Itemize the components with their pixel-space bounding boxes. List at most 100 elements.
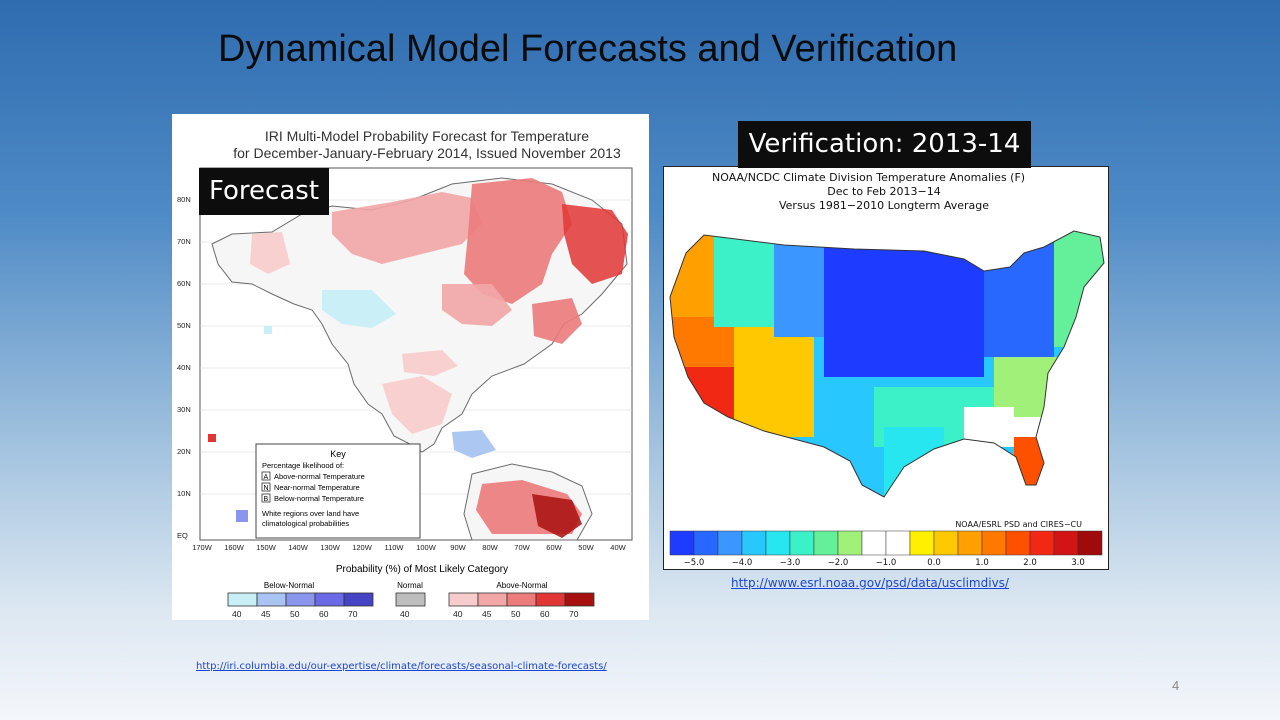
lon-label: 140W — [288, 543, 309, 552]
forecast-label: Forecast — [199, 168, 329, 215]
key-letter-b: B — [264, 496, 269, 503]
colorbar-tick: −2.0 — [828, 558, 849, 568]
slide-title: Dynamical Model Forecasts and Verificati… — [218, 28, 958, 70]
legend-swatch-below — [285, 592, 316, 607]
legend-tick-above: 40 — [453, 609, 463, 619]
lon-label: 120W — [352, 543, 373, 552]
iri-legend-swatches: 40 45 50 60 70 40 40 45 50 60 70 — [227, 592, 595, 619]
colorbar-swatch — [1029, 530, 1055, 556]
iri-link[interactable]: http://iri.columbia.edu/our-expertise/cl… — [196, 661, 607, 672]
colorbar-swatch — [957, 530, 983, 556]
lat-label: 50N — [177, 321, 191, 330]
below-normal-regions — [208, 290, 496, 522]
legend-tick-above: 45 — [482, 609, 492, 619]
colorbar-swatch — [765, 530, 791, 556]
lon-label: 90W — [450, 543, 466, 552]
colorbar-swatch — [981, 530, 1007, 556]
colorbar-tick: −1.0 — [876, 558, 897, 568]
lon-label: 40W — [610, 543, 626, 552]
colorbar-swatch — [813, 530, 839, 556]
colorbar-swatch — [1077, 530, 1103, 556]
legend-below-label: Below-Normal — [264, 581, 314, 590]
colorbar-swatch — [933, 530, 959, 556]
lat-label: EQ — [177, 531, 188, 540]
esrl-link[interactable]: http://www.esrl.noaa.gov/psd/data/usclim… — [731, 576, 1009, 590]
colorbar-swatch — [1053, 530, 1079, 556]
legend-swatch-below — [314, 592, 345, 607]
legend-swatch-below — [227, 592, 258, 607]
colorbar-swatch — [885, 530, 911, 556]
colorbar-tick: 1.0 — [975, 558, 989, 568]
iri-key-box: Key Percentage likelihood of: A Above-no… — [255, 443, 421, 539]
iri-map-graphic: IRI Multi-Model Probability Forecast for… — [177, 128, 633, 619]
lon-label: 160W — [224, 543, 245, 552]
anomaly-shading — [670, 231, 1104, 497]
noaa-title-line3: Versus 1981−2010 Longterm Average — [779, 199, 989, 212]
lon-label: 150W — [256, 543, 277, 552]
legend-tick-below: 60 — [319, 609, 329, 619]
lon-label: 70W — [514, 543, 530, 552]
key-letter-a: A — [264, 474, 269, 481]
lat-label: 20N — [177, 447, 191, 456]
legend-swatch-above — [535, 592, 566, 607]
colorbar-swatch — [789, 530, 815, 556]
lon-label: 60W — [546, 543, 562, 552]
iri-forecast-map: IRI Multi-Model Probability Forecast for… — [172, 114, 649, 620]
key-note-line2: climatological probabilities — [262, 519, 349, 528]
legend-swatch-above — [448, 592, 479, 607]
legend-tick-below: 50 — [290, 609, 300, 619]
colorbar-swatch — [909, 530, 935, 556]
lat-label: 40N — [177, 363, 191, 372]
colorbar-tick: −4.0 — [732, 558, 753, 568]
legend-swatch-normal — [395, 592, 426, 607]
lat-label: 30N — [177, 405, 191, 414]
conus-outline — [669, 230, 1105, 498]
above-normal-regions — [250, 178, 628, 538]
legend-swatch-below — [256, 592, 287, 607]
key-subtitle: Percentage likelihood of: — [262, 461, 344, 470]
legend-tick-below: 70 — [348, 609, 358, 619]
key-item-below: Below-normal Temperature — [274, 494, 364, 503]
legend-swatch-above — [477, 592, 508, 607]
lon-label: 110W — [384, 543, 404, 552]
key-title: Key — [330, 449, 346, 459]
iri-title-line1: IRI Multi-Model Probability Forecast for… — [265, 128, 589, 144]
lat-label: 10N — [177, 489, 191, 498]
key-note-line1: White regions over land have — [262, 509, 359, 518]
legend-tick-normal: 40 — [400, 609, 410, 619]
legend-tick-below: 40 — [232, 609, 242, 619]
legend-tick-below: 45 — [261, 609, 271, 619]
lon-label: 130W — [320, 543, 341, 552]
legend-tick-above: 50 — [511, 609, 521, 619]
colorbar-swatch — [861, 530, 887, 556]
noaa-title-line1: NOAA/NCDC Climate Division Temperature A… — [712, 171, 1025, 184]
legend-title: Probability (%) of Most Likely Category — [336, 564, 508, 575]
key-letter-n: N — [264, 485, 269, 492]
colorbar-tick: −5.0 — [684, 558, 705, 568]
colorbar-tick: 0.0 — [927, 558, 941, 568]
lat-label: 80N — [177, 195, 191, 204]
key-item-near: Near-normal Temperature — [274, 483, 360, 492]
noaa-colorbar: −5.0−4.0−3.0−2.0−1.00.01.02.03.04.05.0 — [669, 530, 1103, 568]
colorbar-tick: 3.0 — [1071, 558, 1085, 568]
colorbar-swatch — [837, 530, 863, 556]
legend-above-label: Above-Normal — [496, 581, 547, 590]
legend-swatch-above — [564, 592, 595, 607]
noaa-credit: NOAA/ESRL PSD and CIRES−CU — [955, 520, 1082, 529]
colorbar-tick: −3.0 — [780, 558, 801, 568]
colorbar-swatch — [693, 530, 719, 556]
lon-label: 50W — [578, 543, 594, 552]
lon-label: 170W — [192, 543, 213, 552]
legend-swatch-above — [506, 592, 537, 607]
legend-tick-above: 70 — [569, 609, 579, 619]
legend-swatch-below — [343, 592, 374, 607]
colorbar-swatch — [741, 530, 767, 556]
noaa-title-line2: Dec to Feb 2013−14 — [827, 185, 941, 198]
lon-label: 100W — [416, 543, 437, 552]
colorbar-swatch — [1005, 530, 1031, 556]
lat-label: 70N — [177, 237, 191, 246]
colorbar-tick: 2.0 — [1023, 558, 1037, 568]
noaa-verification-map: NOAA/NCDC Climate Division Temperature A… — [663, 166, 1109, 570]
colorbar-swatch — [669, 530, 695, 556]
lon-label: 80W — [482, 543, 498, 552]
